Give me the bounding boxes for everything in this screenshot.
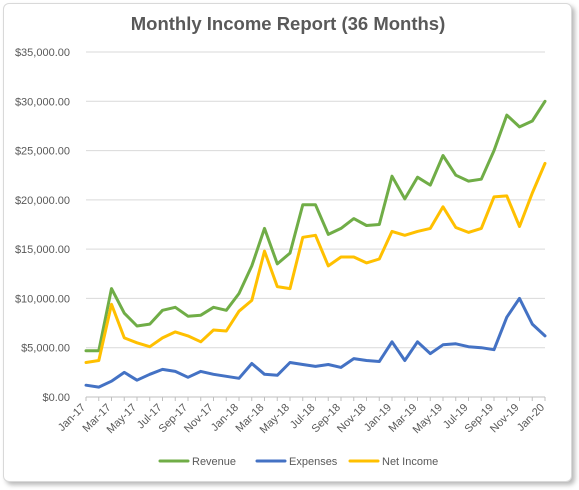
legend-label: Net Income — [382, 456, 438, 468]
legend-label: Expenses — [289, 456, 338, 468]
y-tick-label: $30,000.00 — [15, 96, 70, 108]
y-axis-tick-labels: $0.00 $5,000.00 $10,000.00 $15,000.00 $20,00… — [15, 47, 70, 404]
chart-title: Monthly Income Report (36 Months) — [131, 13, 446, 34]
x-tick-label: Nov-19 — [488, 402, 522, 436]
legend-label: Revenue — [192, 456, 236, 468]
x-tick-label: Jan-20 — [515, 402, 547, 434]
x-axis-tick-labels: Jan-17Mar-17May-17Jul-17Sep-17Nov-17Jan-… — [56, 397, 547, 436]
y-tick-label: $10,000.00 — [15, 293, 70, 305]
series-line-expenses — [84, 296, 547, 389]
y-tick-label: $15,000.00 — [15, 244, 70, 256]
x-tick-label: Nov-18 — [335, 402, 369, 436]
y-tick-label: $20,000.00 — [15, 195, 70, 207]
series-line-net-income — [84, 161, 547, 364]
y-tick-label: $35,000.00 — [15, 47, 70, 59]
legend: Revenue Expenses Net Income — [158, 456, 438, 468]
chart-area — [3, 3, 572, 482]
y-tick-label: $25,000.00 — [15, 146, 70, 158]
x-tick-label: Nov-17 — [182, 402, 216, 436]
series-line-revenue — [84, 99, 547, 353]
data-series — [84, 99, 547, 389]
y-tick-label: $5,000.00 — [21, 343, 70, 355]
gridlines — [86, 51, 545, 398]
y-tick-label: $0.00 — [42, 392, 70, 404]
